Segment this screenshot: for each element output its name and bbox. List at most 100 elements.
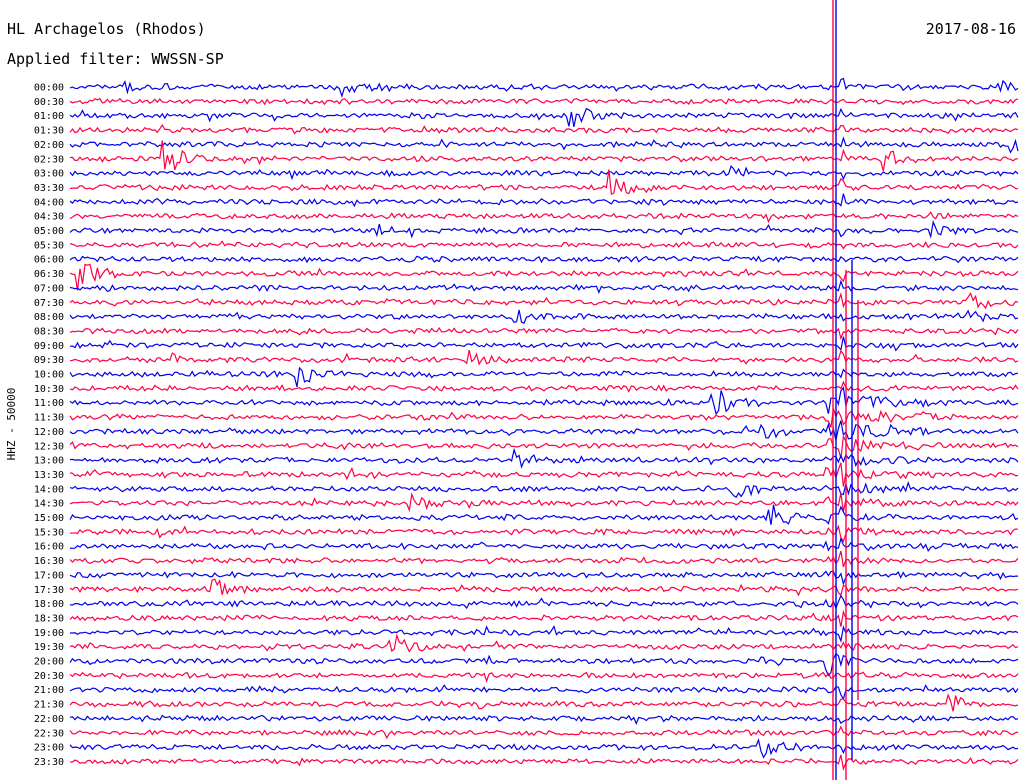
- row-label: 01:00: [34, 111, 64, 122]
- row-time-labels: 00:00 00:30 01:00 01:30 02:00 02:30 03:00 03:30…: [34, 83, 64, 768]
- row-label: 14:30: [34, 499, 64, 510]
- row-label: 08:30: [34, 326, 64, 337]
- row-label: 07:00: [34, 283, 64, 294]
- row-label: 04:00: [34, 197, 64, 208]
- trace-row: [69, 684, 1019, 701]
- trace-row: [69, 609, 1019, 627]
- trace-row: [69, 169, 1019, 195]
- row-label: 14:00: [34, 484, 64, 495]
- row-label: 15:30: [34, 527, 64, 538]
- trace-row: [69, 240, 1019, 250]
- trace-row: [69, 725, 1019, 740]
- row-label: 03:00: [34, 169, 64, 180]
- row-label: 00:30: [34, 97, 64, 108]
- trace-row: [69, 447, 1019, 469]
- row-label: 09:30: [34, 355, 64, 366]
- trace-row: [69, 633, 1019, 653]
- row-label: 22:30: [34, 728, 64, 739]
- trace-row: [69, 211, 1019, 224]
- row-label: 10:00: [34, 370, 64, 381]
- row-label: 21:00: [34, 685, 64, 696]
- row-label: 03:30: [34, 183, 64, 194]
- trace-row: [69, 434, 1019, 459]
- trace-row: [69, 380, 1019, 393]
- trace-row: [69, 193, 1019, 208]
- y-axis-label: HHZ - 50000: [5, 388, 18, 461]
- trace-row: [69, 255, 1019, 264]
- row-label: 00:00: [34, 83, 64, 94]
- row-label: 19:00: [34, 628, 64, 639]
- trace-row: [69, 279, 1019, 294]
- row-label: 07:30: [34, 298, 64, 309]
- row-label: 23:00: [34, 743, 64, 754]
- trace-row: [69, 550, 1019, 568]
- row-label: 02:30: [34, 154, 64, 165]
- trace-row: [69, 492, 1019, 513]
- row-label: 18:30: [34, 613, 64, 624]
- trace-row: [69, 480, 1019, 499]
- row-label: 13:00: [34, 456, 64, 467]
- trace-row: [69, 77, 1019, 98]
- row-label: 17:00: [34, 570, 64, 581]
- trace-row: [69, 366, 1019, 388]
- row-label: 05:30: [34, 240, 64, 251]
- row-label: 20:30: [34, 671, 64, 682]
- row-label: 21:30: [34, 700, 64, 711]
- trace-row: [69, 754, 1019, 772]
- row-label: 17:30: [34, 585, 64, 596]
- row-label: 06:00: [34, 255, 64, 266]
- trace-row: [69, 220, 1019, 239]
- station-title: HL Archagelos (Rhodos): [7, 20, 206, 38]
- trace-row: [69, 652, 1019, 677]
- trace-row: [69, 97, 1019, 106]
- seismogram-traces: [69, 0, 1019, 780]
- trace-row: [70, 625, 1019, 643]
- row-label: 04:30: [34, 212, 64, 223]
- trace-row: [69, 327, 1019, 341]
- row-label: 08:00: [34, 312, 64, 323]
- trace-row: [69, 524, 1019, 543]
- row-label: 05:00: [34, 226, 64, 237]
- row-label: 12:00: [34, 427, 64, 438]
- trace-row: [69, 336, 1019, 352]
- row-label: 16:00: [34, 542, 64, 553]
- trace-row: [69, 263, 1019, 291]
- trace-row: [69, 164, 1019, 181]
- row-label: 10:30: [34, 384, 64, 395]
- trace-row: [69, 123, 1019, 135]
- row-label: 06:30: [34, 269, 64, 280]
- row-label: 11:00: [34, 398, 64, 409]
- trace-row: [69, 309, 1019, 324]
- trace-row: [69, 107, 1019, 128]
- filter-label: Applied filter: WWSSN-SP: [7, 50, 224, 68]
- date-label: 2017-08-16: [925, 20, 1016, 38]
- trace-row: [69, 536, 1019, 553]
- trace-row: [69, 594, 1019, 610]
- row-label: 09:00: [34, 341, 64, 352]
- trace-row: [69, 136, 1019, 154]
- trace-row: [69, 671, 1019, 683]
- row-label: 18:00: [34, 599, 64, 610]
- row-label: 01:30: [34, 126, 64, 137]
- trace-row: [69, 714, 1019, 726]
- trace-row: [69, 408, 1019, 428]
- trace-row: [69, 737, 1019, 759]
- trace-row: [69, 420, 1019, 441]
- trace-row: [69, 140, 1019, 171]
- row-label: 23:30: [34, 757, 64, 768]
- trace-row: [69, 504, 1019, 525]
- row-label: 16:30: [34, 556, 64, 567]
- trace-row: [69, 386, 1019, 416]
- row-label: 15:00: [34, 513, 64, 524]
- row-label: 13:30: [34, 470, 64, 481]
- trace-row: [69, 578, 1019, 597]
- row-label: 12:30: [34, 441, 64, 452]
- row-label: 22:00: [34, 714, 64, 725]
- trace-row: [69, 349, 1019, 366]
- trace-row: [69, 693, 1019, 712]
- trace-row: [69, 462, 1019, 487]
- trace-row: [69, 292, 1019, 310]
- row-label: 19:30: [34, 642, 64, 653]
- row-label: 02:00: [34, 140, 64, 151]
